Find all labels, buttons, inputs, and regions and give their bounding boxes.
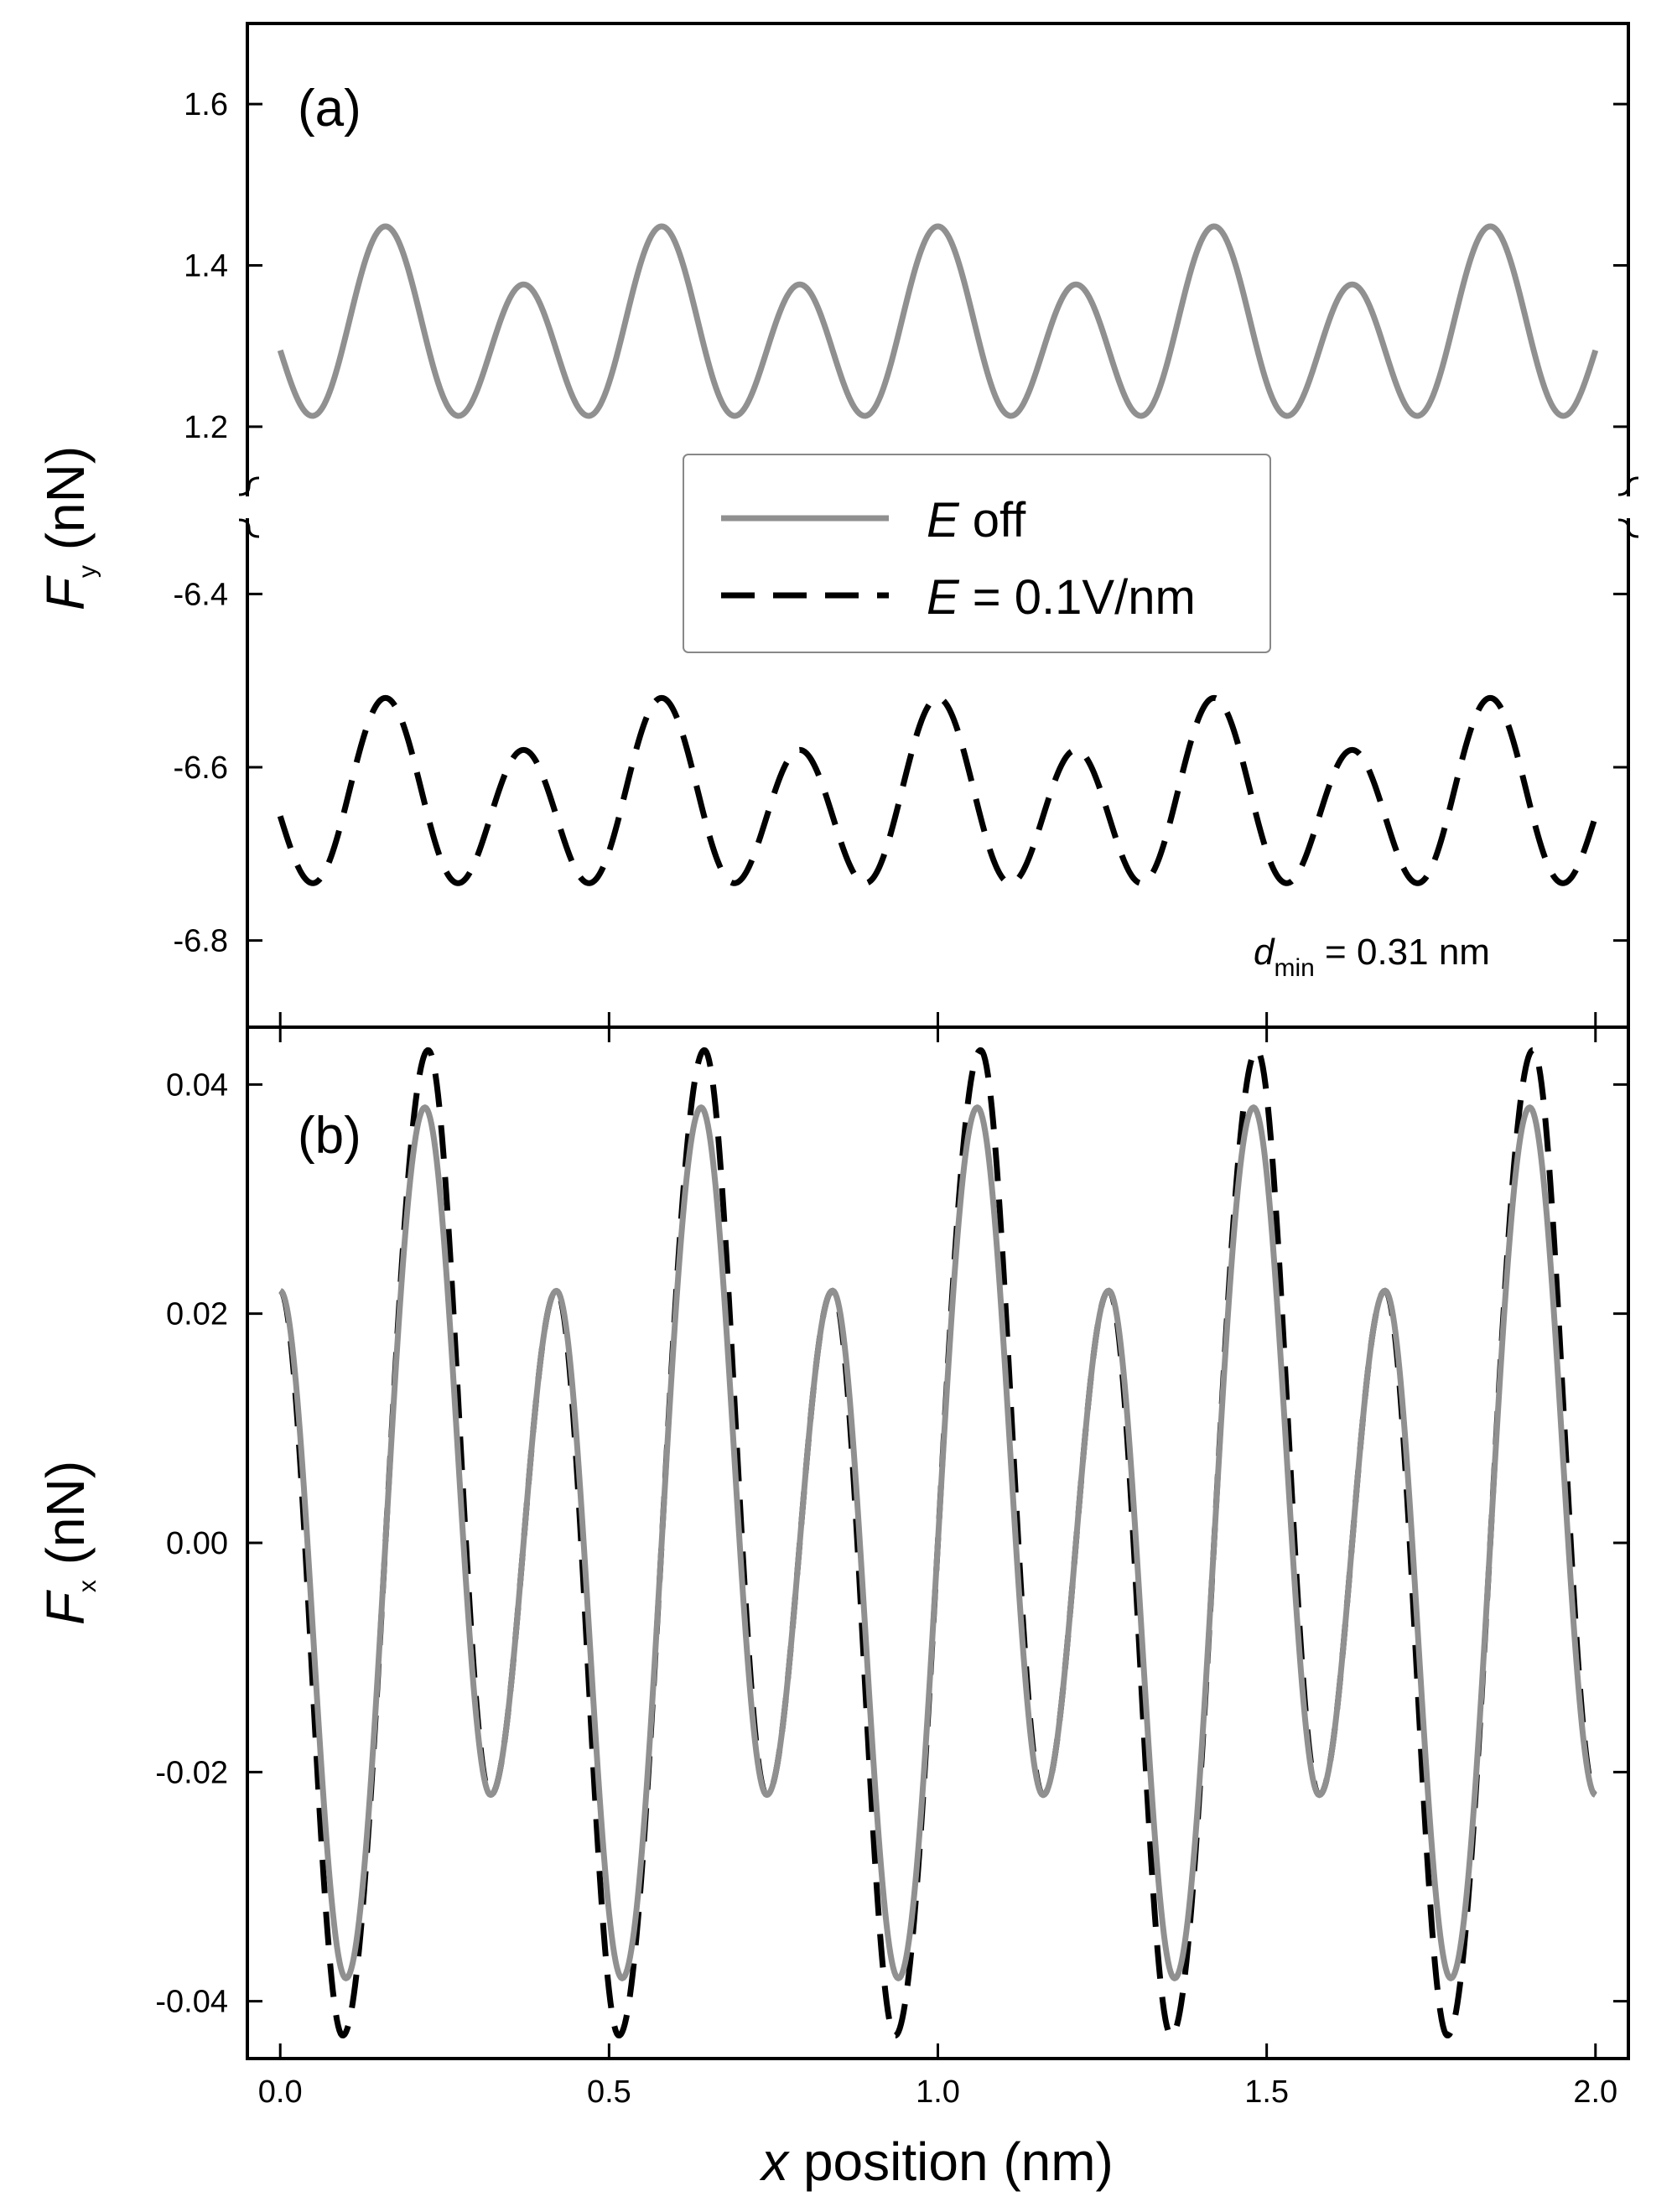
b-ytick-label-0: -0.04 [155, 1985, 228, 2020]
a-ytick-label-lo-2: -6.4 [174, 577, 228, 612]
a-ytick-label-up-1: 1.4 [184, 249, 228, 284]
b-xtick-label-1: 0.5 [587, 2074, 631, 2110]
b-ytick-label-2: 0.00 [166, 1526, 228, 1561]
a-series-e-off [277, 223, 1599, 419]
panel-a-ylabel: Fy (nN) [35, 446, 101, 610]
b-ytick-label-4: 0.04 [166, 1067, 228, 1103]
legend-label-e-field: E = 0.1V/nm [927, 570, 1196, 625]
panel-b-lines [278, 1047, 1597, 2038]
panel-b-ylabel: Fx (nN) [35, 1461, 101, 1625]
b-xtick-label-2: 1.0 [916, 2074, 960, 2110]
a-ytick-label-lo-1: -6.6 [174, 750, 228, 786]
legend: E off E = 0.1V/nm [683, 454, 1271, 653]
a-ytick-label-up-2: 1.6 [184, 87, 228, 122]
b-series-e-off [278, 1104, 1597, 1981]
x-axis-title: x position (nm) [759, 2132, 1114, 2192]
axis-break-left [238, 476, 260, 538]
axis-break-gap-right [1622, 496, 1634, 518]
panel-a-lines [277, 223, 1599, 886]
dmin-annotation: dmin = 0.31 nm [1254, 932, 1490, 982]
panel-b-ticks: -0.04 -0.02 0.00 0.02 0.04 0.0 0.5 1.0 1.5 2.0 [155, 1027, 1628, 2110]
b-xtick-label-0: 0.0 [258, 2074, 303, 2110]
legend-label-e-off: E off [927, 493, 1026, 548]
axis-break-right [1617, 476, 1639, 538]
a-ytick-label-lo-0: -6.8 [174, 924, 228, 959]
panel-b: -0.04 -0.02 0.00 0.02 0.04 0.0 0.5 1.0 1.5 2.0 (b… [35, 1026, 1630, 2192]
axis-break-gap-left [242, 496, 254, 518]
panel-a: 1.2 1.4 1.6 -6.8 -6.6 -6.4 (a) E off E = 0.1V… [35, 22, 1639, 1029]
panel-b-label: (b) [298, 1107, 361, 1165]
b-ytick-label-3: 0.02 [166, 1297, 228, 1332]
b-xtick-label-3: 1.5 [1244, 2074, 1289, 2110]
panel-a-ticks: 1.2 1.4 1.6 -6.8 -6.6 -6.4 [174, 87, 1628, 1027]
panel-a-label: (a) [298, 80, 361, 138]
legend-box [683, 454, 1271, 653]
a-series-e-field [277, 694, 1599, 886]
b-xtick-label-4: 2.0 [1573, 2074, 1617, 2110]
b-ytick-label-1: -0.02 [155, 1755, 228, 1790]
a-ytick-label-up-0: 1.2 [184, 410, 228, 445]
